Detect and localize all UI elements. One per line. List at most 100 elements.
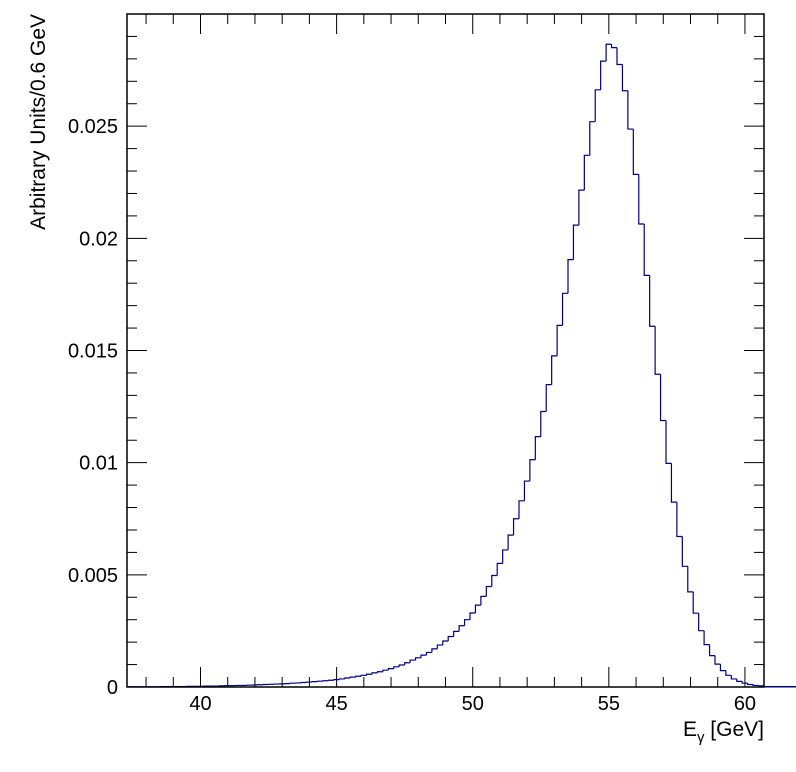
x-tick-label: 60 — [734, 693, 756, 715]
histogram-bin — [752, 684, 759, 687]
histogram-bin — [420, 654, 427, 658]
histogram-bin — [529, 459, 536, 482]
histogram-bin — [507, 534, 514, 550]
histogram-bin — [338, 678, 345, 680]
histogram-bin — [654, 326, 661, 375]
x-axis-title-unit: [GeV] — [704, 718, 764, 741]
histogram-bin — [371, 672, 378, 675]
histogram-bin — [741, 681, 748, 684]
histogram-bin — [572, 224, 579, 260]
histogram-bin — [594, 89, 601, 122]
histogram-bin — [556, 324, 563, 356]
histogram-bin — [736, 678, 743, 682]
histogram-bin — [360, 674, 367, 677]
y-tick-label: 0.015 — [68, 341, 118, 363]
histogram-bin — [719, 664, 726, 672]
histogram-bin — [409, 659, 416, 663]
ticks-layer — [127, 13, 764, 688]
histogram-bin — [600, 60, 607, 90]
plot-frame — [126, 13, 765, 688]
y-axis-title: Arbitrary Units/0.6 GeV — [27, 14, 50, 230]
histogram-bin — [692, 591, 699, 614]
histogram-bin — [725, 670, 732, 676]
histogram-bin — [414, 657, 421, 661]
histogram-bin — [551, 355, 558, 385]
histogram-bin — [387, 668, 394, 671]
histogram-bin — [698, 613, 705, 632]
histogram-bin — [469, 612, 476, 620]
histogram-bin — [512, 518, 519, 536]
histogram-bin — [649, 275, 656, 327]
histogram-bin — [643, 223, 650, 276]
histogram-bin — [627, 90, 634, 130]
histogram-bin — [458, 625, 465, 632]
histogram-bin — [632, 129, 639, 175]
histogram-bin — [589, 121, 596, 156]
histogram-bin — [442, 640, 449, 646]
histogram-bin — [502, 549, 509, 564]
histogram-bin — [398, 664, 405, 667]
histogram-bin — [747, 683, 754, 686]
histogram-bin — [561, 292, 568, 326]
histogram-bin — [605, 43, 612, 62]
histogram-bin — [730, 675, 737, 680]
histogram-bin — [534, 436, 541, 460]
histogram-bin — [382, 669, 389, 672]
y-tick-label: 0.025 — [68, 116, 118, 138]
histogram-bin — [404, 662, 411, 666]
histogram-bin — [714, 655, 721, 665]
histogram-bin — [687, 566, 694, 593]
histogram-bin — [333, 678, 340, 681]
histogram-bin — [447, 635, 454, 642]
histogram-bin — [425, 651, 432, 656]
histogram-bin — [365, 673, 372, 676]
histogram-bin — [431, 648, 438, 653]
histogram-bin — [659, 374, 666, 422]
histogram-bin — [670, 463, 677, 503]
histogram-bin — [567, 259, 574, 294]
histogram-bin — [480, 595, 487, 606]
histogram-bin — [349, 676, 356, 679]
histogram-bin — [708, 644, 715, 657]
x-axis-title-main: E — [683, 718, 697, 741]
histogram-bin — [463, 619, 470, 626]
histogram-bin — [344, 677, 351, 679]
histogram-bin — [621, 64, 628, 92]
histogram-bin — [518, 500, 525, 519]
histogram-bin — [540, 410, 547, 437]
histogram-bin — [376, 671, 383, 673]
histogram-bin — [545, 383, 552, 412]
histogram-bin — [485, 585, 492, 597]
histogram-bin — [703, 630, 710, 646]
y-tick-label: 0.005 — [68, 565, 118, 587]
x-tick-label: 45 — [325, 693, 347, 715]
y-tick-label: 0.01 — [79, 453, 118, 475]
histogram-layer — [126, 43, 796, 688]
histogram-bin — [453, 630, 460, 637]
histogram-bin — [665, 420, 672, 464]
labels-layer: 40 45 50 55 60 0 0.005 0.01 0.015 0.02 0.025 — [68, 116, 756, 715]
histogram-bin — [638, 174, 645, 225]
y-tick-label: 0 — [107, 677, 118, 699]
histogram-bin — [393, 666, 400, 669]
histogram-bin — [578, 189, 585, 226]
y-tick-label: 0.02 — [79, 228, 118, 250]
histogram-bin — [610, 44, 617, 49]
histogram-bin — [491, 574, 498, 587]
histogram-bin — [474, 604, 481, 613]
histogram-bin — [676, 502, 683, 538]
histogram-bin — [681, 536, 688, 567]
histogram-bin — [355, 675, 362, 678]
histogram-bin — [436, 644, 443, 649]
histogram-bin — [616, 47, 623, 66]
x-tick-label: 40 — [189, 693, 211, 715]
x-tick-label: 55 — [598, 693, 620, 715]
histogram-bin — [496, 562, 503, 576]
x-axis-title: Eγ [GeV] — [683, 718, 764, 746]
x-axis-title-subscript: γ — [697, 729, 705, 746]
histogram-bin — [523, 480, 530, 501]
x-tick-label: 50 — [462, 693, 484, 715]
histogram-bin — [583, 154, 590, 191]
